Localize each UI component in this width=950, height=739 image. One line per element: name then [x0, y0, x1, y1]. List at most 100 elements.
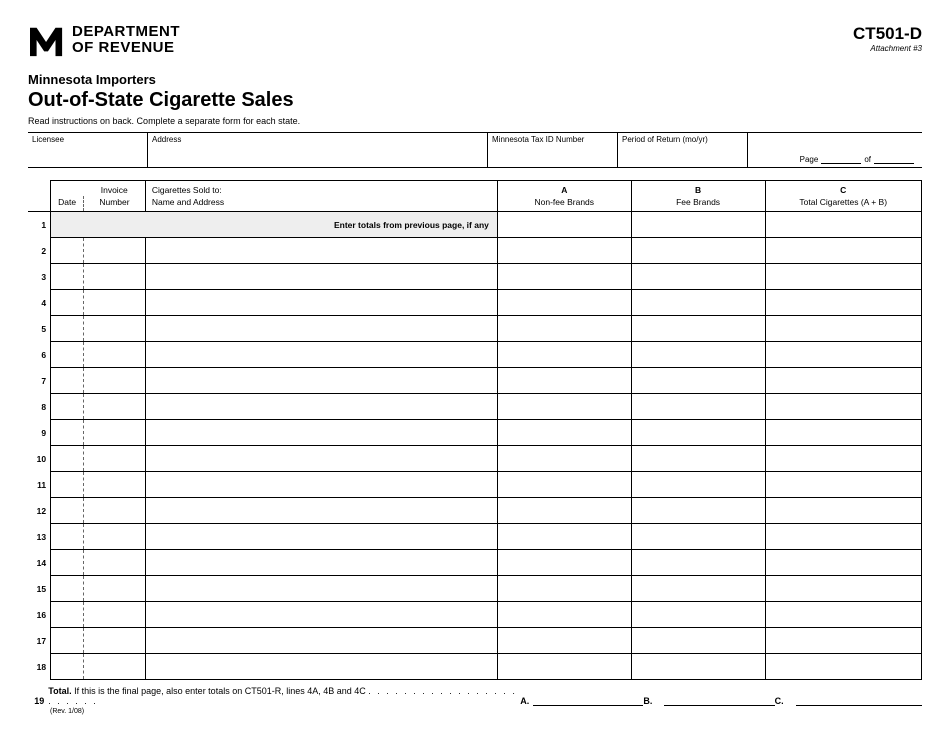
cell-date[interactable] — [51, 524, 84, 550]
total-c-blank[interactable] — [796, 692, 922, 706]
tax-id-field[interactable]: Minnesota Tax ID Number — [488, 133, 618, 167]
cell-invoice[interactable] — [84, 420, 146, 446]
cell-date[interactable] — [51, 628, 84, 654]
cell-invoice[interactable] — [84, 524, 146, 550]
cell-b[interactable] — [631, 212, 765, 238]
cell-invoice[interactable] — [84, 550, 146, 576]
cell-c[interactable] — [765, 264, 922, 290]
cell-b[interactable] — [631, 264, 765, 290]
cell-b[interactable] — [631, 290, 765, 316]
total-a-blank[interactable] — [533, 692, 643, 706]
cell-date[interactable] — [51, 576, 84, 602]
cell-sold-to[interactable] — [145, 550, 497, 576]
page-num-blank[interactable] — [821, 154, 861, 164]
cell-sold-to[interactable] — [145, 368, 497, 394]
cell-date[interactable] — [51, 602, 84, 628]
cell-sold-to[interactable] — [145, 524, 497, 550]
cell-invoice[interactable] — [84, 602, 146, 628]
cell-c[interactable] — [765, 576, 922, 602]
cell-sold-to[interactable] — [145, 472, 497, 498]
cell-a[interactable] — [497, 602, 631, 628]
cell-b[interactable] — [631, 576, 765, 602]
cell-date[interactable] — [51, 498, 84, 524]
cell-a[interactable] — [497, 498, 631, 524]
cell-invoice[interactable] — [84, 628, 146, 654]
cell-date[interactable] — [51, 654, 84, 680]
cell-c[interactable] — [765, 446, 922, 472]
cell-a[interactable] — [497, 394, 631, 420]
cell-sold-to[interactable] — [145, 290, 497, 316]
cell-c[interactable] — [765, 394, 922, 420]
cell-c[interactable] — [765, 524, 922, 550]
cell-date[interactable] — [51, 550, 84, 576]
cell-sold-to[interactable] — [145, 316, 497, 342]
cell-c[interactable] — [765, 420, 922, 446]
page-of-field[interactable]: Page of — [748, 133, 918, 167]
cell-a[interactable] — [497, 472, 631, 498]
cell-b[interactable] — [631, 420, 765, 446]
cell-a[interactable] — [497, 524, 631, 550]
licensee-field[interactable]: Licensee — [28, 133, 148, 167]
cell-invoice[interactable] — [84, 472, 146, 498]
cell-b[interactable] — [631, 394, 765, 420]
cell-b[interactable] — [631, 342, 765, 368]
cell-a[interactable] — [497, 576, 631, 602]
cell-date[interactable] — [51, 290, 84, 316]
cell-date[interactable] — [51, 368, 84, 394]
cell-invoice[interactable] — [84, 576, 146, 602]
cell-date[interactable] — [51, 394, 84, 420]
cell-sold-to[interactable] — [145, 628, 497, 654]
cell-a[interactable] — [497, 264, 631, 290]
cell-date[interactable] — [51, 342, 84, 368]
cell-b[interactable] — [631, 498, 765, 524]
cell-date[interactable] — [51, 420, 84, 446]
cell-c[interactable] — [765, 602, 922, 628]
cell-sold-to[interactable] — [145, 498, 497, 524]
period-field[interactable]: Period of Return (mo/yr) — [618, 133, 748, 167]
total-b-blank[interactable] — [664, 692, 774, 706]
cell-date[interactable] — [51, 472, 84, 498]
cell-a[interactable] — [497, 212, 631, 238]
cell-a[interactable] — [497, 368, 631, 394]
cell-c[interactable] — [765, 498, 922, 524]
cell-date[interactable] — [51, 316, 84, 342]
cell-sold-to[interactable] — [145, 264, 497, 290]
cell-c[interactable] — [765, 550, 922, 576]
cell-invoice[interactable] — [84, 342, 146, 368]
cell-a[interactable] — [497, 420, 631, 446]
cell-a[interactable] — [497, 238, 631, 264]
cell-a[interactable] — [497, 628, 631, 654]
cell-a[interactable] — [497, 290, 631, 316]
cell-b[interactable] — [631, 628, 765, 654]
cell-invoice[interactable] — [84, 654, 146, 680]
cell-a[interactable] — [497, 342, 631, 368]
cell-date[interactable] — [51, 446, 84, 472]
cell-a[interactable] — [497, 550, 631, 576]
cell-b[interactable] — [631, 238, 765, 264]
cell-invoice[interactable] — [84, 316, 146, 342]
cell-invoice[interactable] — [84, 394, 146, 420]
cell-invoice[interactable] — [84, 498, 146, 524]
cell-a[interactable] — [497, 446, 631, 472]
cell-sold-to[interactable] — [145, 238, 497, 264]
cell-c[interactable] — [765, 368, 922, 394]
page-total-blank[interactable] — [874, 154, 914, 164]
cell-invoice[interactable] — [84, 238, 146, 264]
cell-b[interactable] — [631, 368, 765, 394]
cell-sold-to[interactable] — [145, 576, 497, 602]
cell-invoice[interactable] — [84, 264, 146, 290]
cell-sold-to[interactable] — [145, 342, 497, 368]
cell-c[interactable] — [765, 316, 922, 342]
cell-invoice[interactable] — [84, 368, 146, 394]
cell-c[interactable] — [765, 472, 922, 498]
cell-invoice[interactable] — [84, 446, 146, 472]
cell-c[interactable] — [765, 628, 922, 654]
cell-sold-to[interactable] — [145, 420, 497, 446]
cell-b[interactable] — [631, 446, 765, 472]
cell-b[interactable] — [631, 602, 765, 628]
cell-invoice[interactable] — [84, 290, 146, 316]
cell-a[interactable] — [497, 316, 631, 342]
cell-sold-to[interactable] — [145, 602, 497, 628]
cell-b[interactable] — [631, 524, 765, 550]
cell-b[interactable] — [631, 316, 765, 342]
